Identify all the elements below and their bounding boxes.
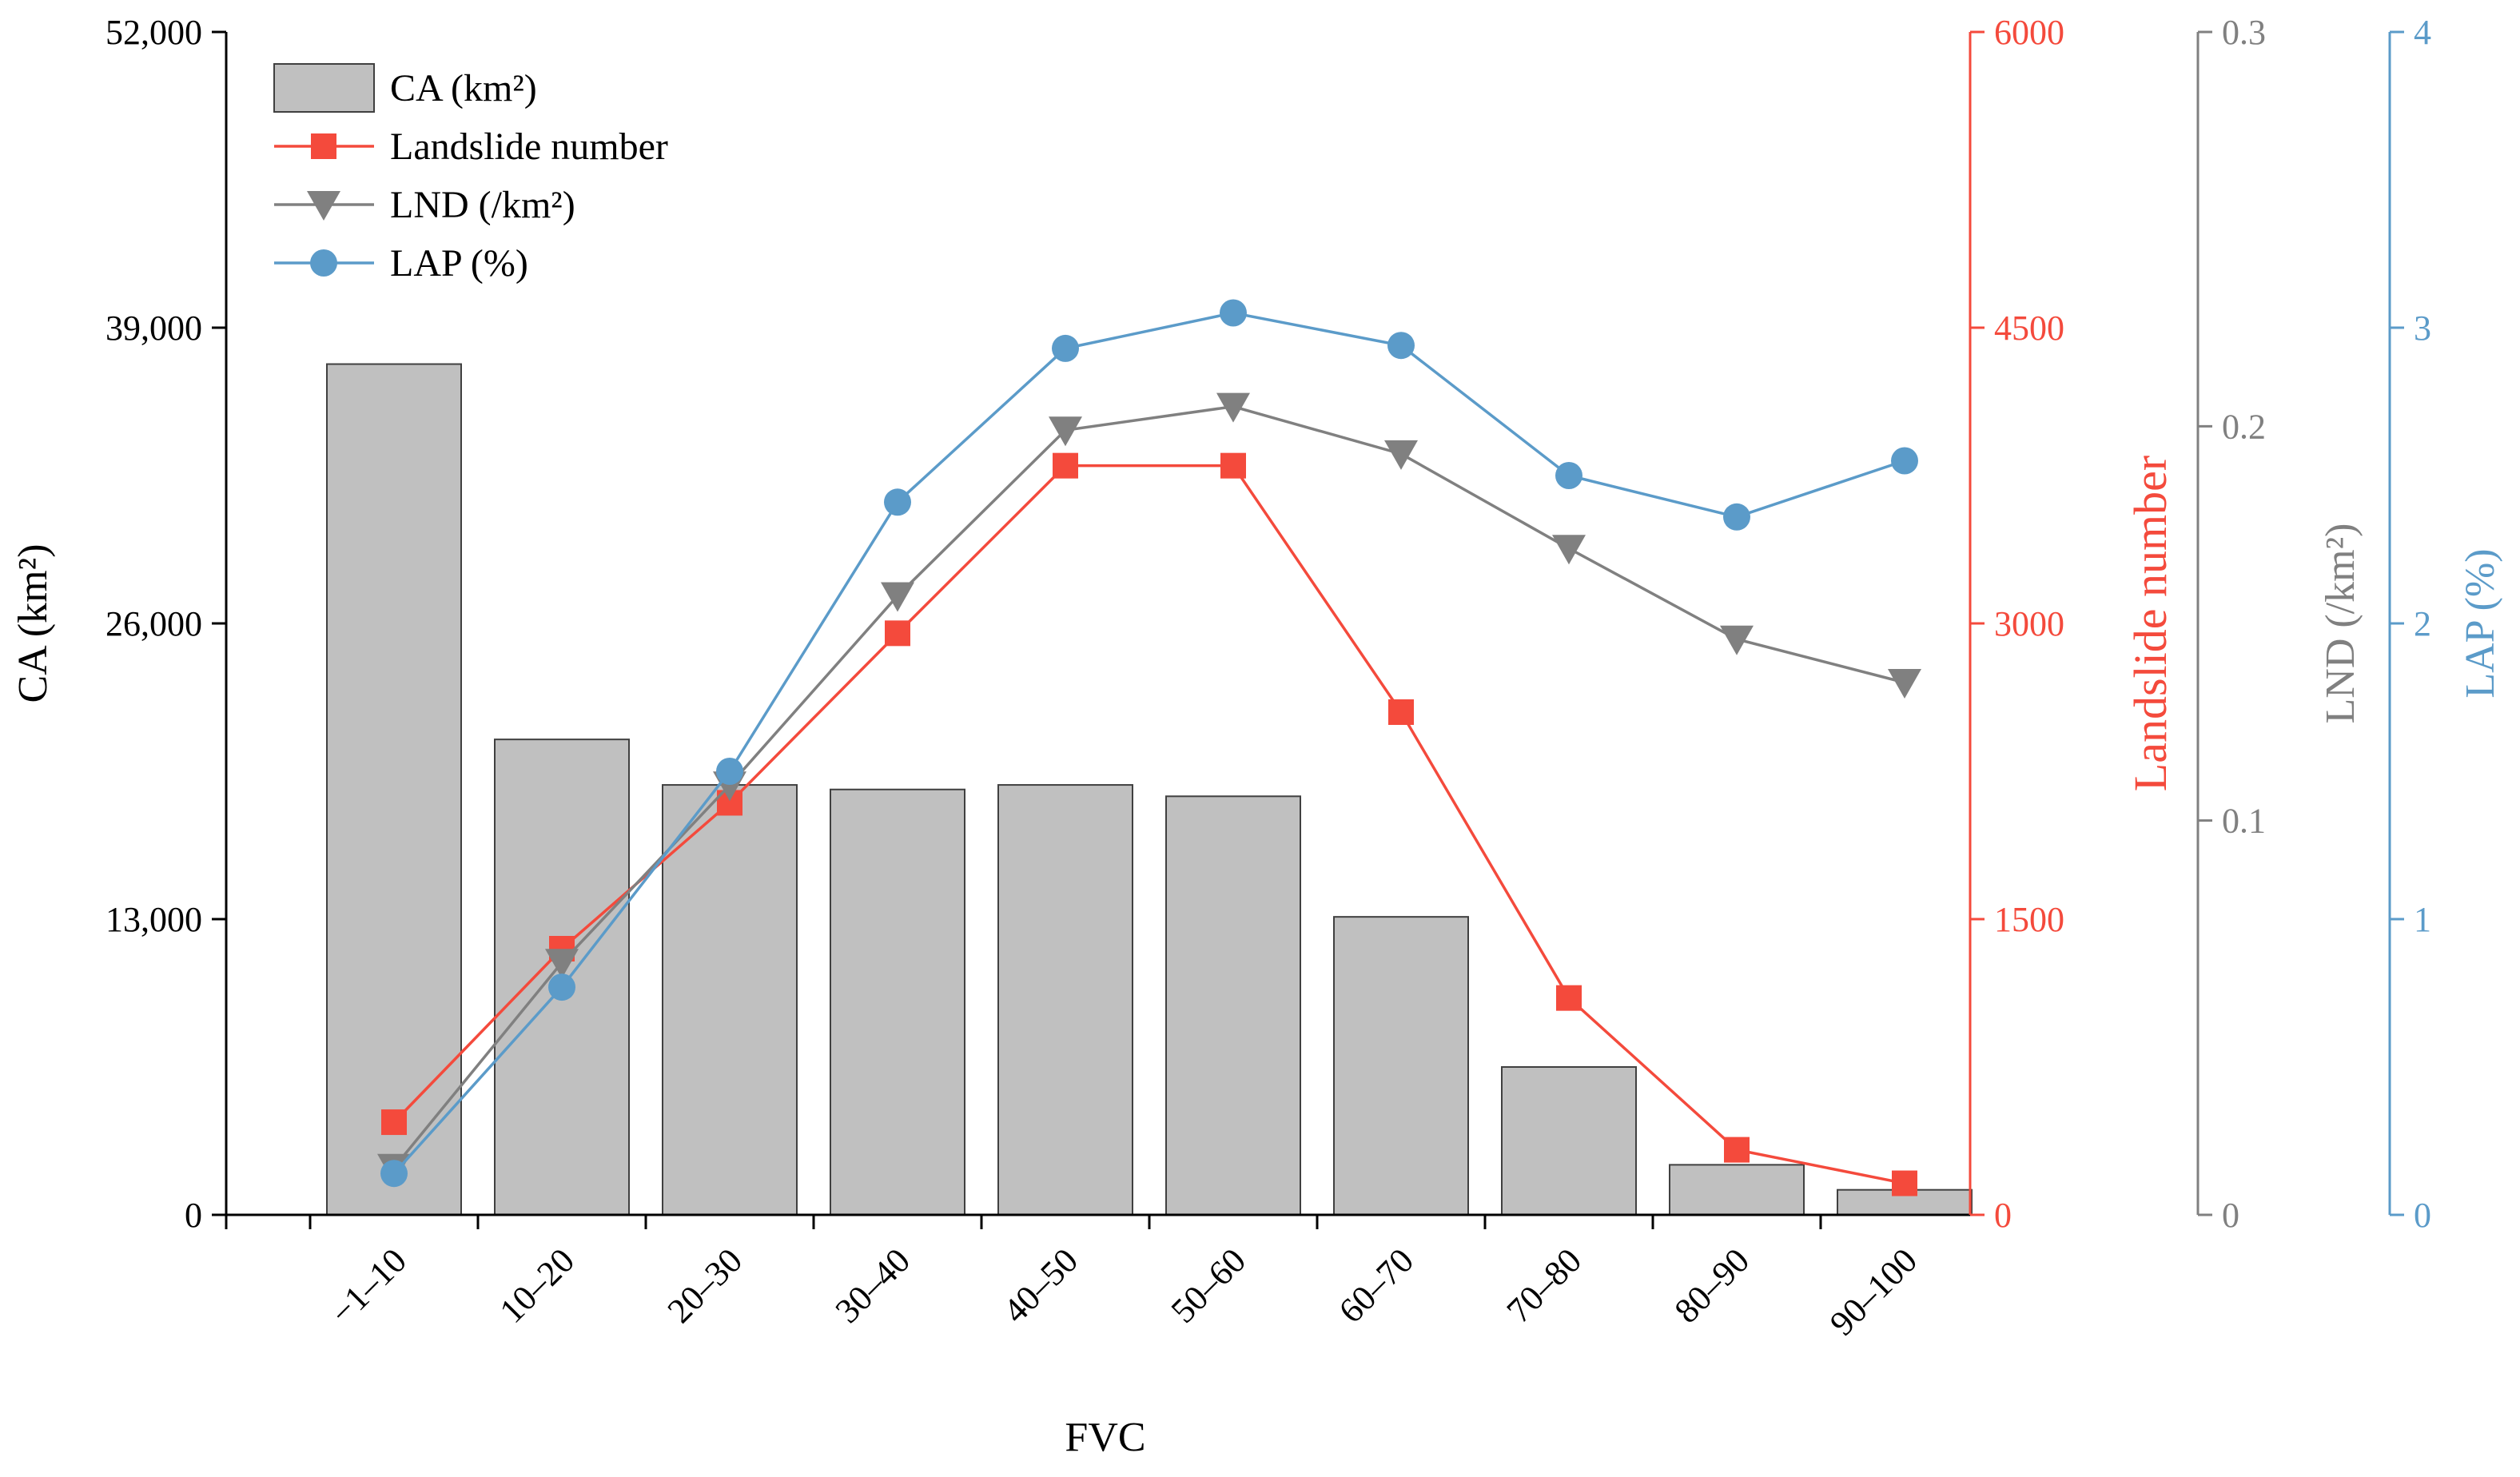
point-lnd-km-40-50	[1049, 416, 1082, 447]
bar-80-90	[1669, 1164, 1805, 1216]
x-axis-title: FVC	[1065, 1415, 1145, 1460]
ca-bars	[326, 363, 1973, 1216]
point-landslide-number-80-90	[1724, 1137, 1750, 1163]
bar-40-50	[997, 784, 1133, 1216]
point-lap-1-10	[380, 1160, 408, 1188]
num-tick-label: 4500	[1994, 309, 2064, 348]
num-tick-label: 6000	[1994, 13, 2064, 52]
ca-tick-label: 26,000	[105, 604, 202, 643]
point-lnd-km-10-20	[545, 949, 579, 979]
point-landslide-number-70-80	[1556, 985, 1582, 1011]
legend-label-ca-km: CA (km²)	[390, 67, 537, 109]
point-lap-40-50	[1052, 334, 1079, 362]
bar-20-30	[662, 784, 798, 1216]
point-lap-30-40	[884, 488, 911, 516]
line-lap	[392, 311, 1905, 1175]
point-lap-20-30	[716, 758, 743, 785]
lnd-tick-label: 0.3	[2222, 13, 2266, 52]
point-landslide-number-60-70	[1388, 699, 1414, 725]
point-lap-50-60	[1220, 299, 1247, 327]
lnd-tick-label: 0.2	[2222, 407, 2266, 446]
num-tick-label: 0	[1994, 1196, 2012, 1235]
legend-label-lap: LAP (%)	[390, 242, 528, 285]
lap-tick-label: 2	[2414, 604, 2431, 643]
bar-30-40	[830, 788, 965, 1216]
point-landslide-number-40-50	[1053, 452, 1078, 479]
point-lnd-km-90-100	[1888, 669, 1921, 699]
lnd-tick-label: 0.1	[2222, 802, 2266, 841]
point-lap-70-80	[1555, 462, 1582, 489]
lap-tick-label: 4	[2414, 13, 2431, 52]
bar-1-10	[326, 363, 462, 1216]
bar-50-60	[1165, 795, 1301, 1216]
num-axis-title: Landslide number	[2124, 456, 2176, 791]
point-lap-90-100	[1891, 447, 1918, 475]
point-lnd-km-70-80	[1552, 535, 1586, 565]
point-lap-80-90	[1723, 503, 1750, 531]
legend-label-lnd-km: LND (/km²)	[390, 184, 575, 226]
legend: CA (km²) Landslide number LND (/km²) LAP (%…	[273, 63, 668, 285]
lap-tick-label: 0	[2414, 1196, 2431, 1235]
ca-tick-label: 0	[185, 1196, 202, 1235]
lap-tick-label: 1	[2414, 900, 2431, 939]
lap-tick-label: 3	[2414, 309, 2431, 348]
point-lnd-km-50-60	[1216, 392, 1250, 423]
point-lnd-km-80-90	[1720, 625, 1754, 655]
legend-marker-lap	[310, 249, 337, 277]
bar-60-70	[1333, 916, 1469, 1216]
legend-marker-lnd-km	[307, 191, 340, 221]
legend-label-landslide-number: Landslide number	[390, 125, 668, 168]
series-lines	[377, 299, 1921, 1196]
lap-axis-title: LAP (%)	[2458, 548, 2503, 698]
lnd-tick-label: 0	[2222, 1196, 2239, 1235]
point-lnd-km-60-70	[1384, 440, 1418, 470]
point-landslide-number-30-40	[885, 620, 910, 647]
point-landslide-number-50-60	[1220, 452, 1246, 479]
point-lap-10-20	[548, 973, 575, 1001]
ca-axis-title: CA (km²)	[10, 543, 56, 703]
ca-tick-label: 13,000	[105, 900, 202, 939]
num-tick-label: 1500	[1994, 900, 2064, 939]
legend-marker-landslide-number	[311, 133, 336, 159]
point-lnd-km-30-40	[881, 582, 914, 612]
line-lnd-km	[392, 404, 1905, 1168]
ca-tick-label: 52,000	[105, 13, 202, 52]
bar-70-80	[1501, 1066, 1637, 1216]
point-landslide-number-90-100	[1892, 1170, 1917, 1196]
num-tick-label: 3000	[1994, 604, 2064, 643]
point-landslide-number-1-10	[381, 1109, 407, 1136]
lnd-axis-title: LND (/km²)	[2318, 524, 2363, 724]
point-lap-60-70	[1387, 332, 1415, 360]
legend-swatch-ca-km	[273, 63, 375, 113]
ca-tick-label: 39,000	[105, 309, 202, 348]
